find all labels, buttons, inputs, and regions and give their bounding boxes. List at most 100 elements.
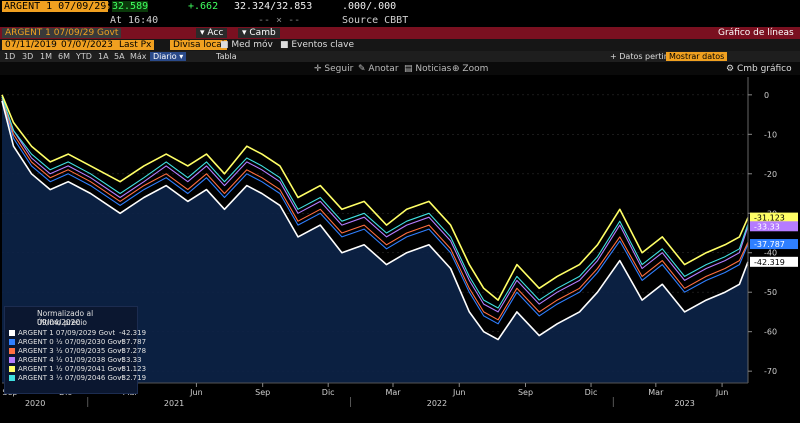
legend-label: ARGENT 3 ½ 07/09/2035 Govt	[18, 347, 125, 355]
last-value-label: -37.787	[754, 240, 785, 249]
x-year-label: 2021	[164, 399, 184, 408]
news-icon: ▤	[404, 64, 416, 74]
actions-menu[interactable]: ▾ Acc	[196, 28, 228, 38]
legend-swatch	[9, 357, 15, 363]
follow-label: Seguir	[324, 64, 354, 74]
legend-value: -37.278	[119, 347, 147, 355]
line-chart[interactable]: 0-10-20-30-40-50-60-70 SepDicMarJunSepDi…	[0, 75, 800, 423]
frequency-selector[interactable]: Diario ▾	[150, 52, 187, 61]
legend-label: ARGENT 1 ½ 07/09/2041 Govt	[18, 365, 125, 373]
chart-tools-bar: ✛ Seguir ✎ Anotar ▤ Noticias ⊕ Zoom ⚙ Cm…	[0, 62, 800, 75]
y-tick-label: -60	[764, 328, 777, 337]
legend-swatch	[9, 348, 15, 354]
change-menu[interactable]: ▾ Camb	[238, 28, 280, 38]
legend-label: ARGENT 3 ½ 07/09/2046 Govt	[18, 374, 125, 382]
news-label: Noticias	[415, 64, 452, 74]
quote-subheader: At 16:40 -- × -- Source CBBT	[0, 15, 800, 27]
area-fill-path	[2, 100, 748, 384]
x-tick-label: Jun	[715, 388, 729, 397]
key-events-label: Eventos clave	[291, 40, 355, 50]
table-button[interactable]: Tabla	[216, 52, 237, 61]
period-1d[interactable]: 1D	[4, 52, 16, 61]
last-value-label: -42.319	[754, 258, 785, 267]
end-date-field[interactable]: 07/07/2023	[58, 40, 116, 50]
annotate-tool[interactable]: ✎ Anotar	[358, 64, 399, 74]
legend[interactable]: Normalizado al 09/04/2020 Último precio …	[4, 306, 146, 394]
period-1a[interactable]: 1A	[98, 52, 109, 61]
key-events-toggle[interactable]: ■ Eventos clave	[280, 40, 354, 50]
y-tick-label: -20	[764, 170, 777, 179]
change-chart-label: Cmb gráfico	[736, 64, 792, 74]
legend-item[interactable]: ARGENT 0 ½ 07/09/2030 Govt -37.787	[9, 338, 146, 346]
relevant-data-button[interactable]: + Datos pertinent	[610, 52, 682, 61]
time-label: At 16:40	[110, 15, 159, 26]
change-chart-button[interactable]: ⚙ Cmb gráfico	[726, 64, 792, 74]
y-tick-label: -10	[764, 130, 777, 139]
bid-ask-size: .000/.000	[342, 1, 397, 12]
last-value-label: -33.33	[754, 222, 780, 231]
legend-value: -37.787	[119, 338, 147, 346]
zoom-label: Zoom	[462, 64, 489, 74]
follow-tool[interactable]: ✛ Seguir	[314, 64, 353, 74]
legend-title: Normalizado al 09/04/2020	[37, 309, 94, 327]
moving-average-toggle[interactable]: ■ Med móv	[220, 40, 273, 50]
legend-label: ARGENT 0 ½ 07/09/2030 Govt	[18, 338, 125, 346]
legend-item[interactable]: ARGENT 4 ½ 01/09/2038 Govt -33.33	[9, 356, 142, 364]
x-tick-label: Sep	[255, 388, 270, 397]
actions-menu-label: Acc	[207, 28, 224, 38]
x-tick-label: Mar	[648, 388, 664, 397]
period-3d[interactable]: 3D	[22, 52, 34, 61]
source-label: Source CBBT	[342, 15, 409, 26]
y-tick-label: -70	[764, 367, 777, 376]
legend-item[interactable]: ARGENT 1 ½ 07/09/2041 Govt -31.123	[9, 365, 146, 373]
gear-icon: ⚙	[726, 64, 737, 74]
moving-average-label: Med móv	[231, 40, 273, 50]
area-fill	[2, 100, 748, 384]
quote-header: ARGENT 1 07/09/29 $ 32.589 +.662 32.324/…	[0, 0, 800, 15]
dropdown-icon: ▾	[200, 28, 208, 38]
x-year-label: 2023	[674, 399, 694, 408]
last-value-label: -31.123	[754, 214, 785, 223]
field-selector[interactable]: Last Px	[116, 40, 155, 50]
x-tick-label: Dic	[585, 388, 598, 397]
x-year-label: 2020	[25, 399, 45, 408]
checkbox-icon: ■	[220, 40, 232, 50]
y-tick-label: -40	[764, 249, 777, 258]
ticker-label[interactable]: ARGENT 1 07/09/29	[2, 1, 109, 12]
legend-value: -31.123	[119, 365, 147, 373]
bid-ask: 32.324/32.853	[234, 1, 313, 12]
relevant-data-label: Datos pertinent	[619, 52, 682, 61]
zoom-tool[interactable]: ⊕ Zoom	[452, 64, 488, 74]
plus-icon: +	[610, 52, 620, 61]
frequency-label: Diario	[153, 52, 177, 61]
news-tool[interactable]: ▤ Noticias	[404, 64, 451, 74]
period-max[interactable]: Máx	[130, 52, 147, 61]
y-tick-label: 0	[764, 91, 769, 100]
last-value-badge	[750, 256, 798, 267]
period-ytd[interactable]: YTD	[76, 52, 92, 61]
legend-item[interactable]: ARGENT 3 ½ 07/09/2046 Govt -32.719	[9, 374, 146, 382]
x-year-label: 2022	[427, 399, 447, 408]
period-5a[interactable]: 5A	[114, 52, 125, 61]
legend-value: -42.319	[119, 329, 147, 337]
checkbox-icon: ■	[280, 40, 292, 50]
series-line	[1, 96, 749, 309]
x-tick-label: Jun	[452, 388, 466, 397]
show-data-field[interactable]: Mostrar datos	[666, 52, 728, 61]
series-lines	[1, 94, 749, 341]
legend-swatch	[9, 339, 15, 345]
x-tick-label: Mar	[385, 388, 401, 397]
series-line	[1, 98, 749, 325]
period-1m[interactable]: 1M	[40, 52, 52, 61]
x-tick-label: Sep	[518, 388, 533, 397]
dropdown-icon: ▾	[176, 52, 184, 61]
security-field[interactable]: ARGENT 1 07/09/29 Govt	[2, 28, 122, 38]
last-price: 32.589	[112, 1, 149, 12]
series-line	[1, 96, 749, 313]
start-date-field[interactable]: 07/11/2019	[2, 40, 60, 50]
currency-selector[interactable]: Divisa local	[170, 40, 228, 50]
legend-item[interactable]: ARGENT 1 07/09/2029 Govt -42.319	[9, 329, 146, 337]
period-6m[interactable]: 6M	[58, 52, 70, 61]
crosshair-icon: ✛	[314, 64, 325, 74]
legend-item[interactable]: ARGENT 3 ½ 07/09/2035 Govt -37.278	[9, 347, 146, 355]
